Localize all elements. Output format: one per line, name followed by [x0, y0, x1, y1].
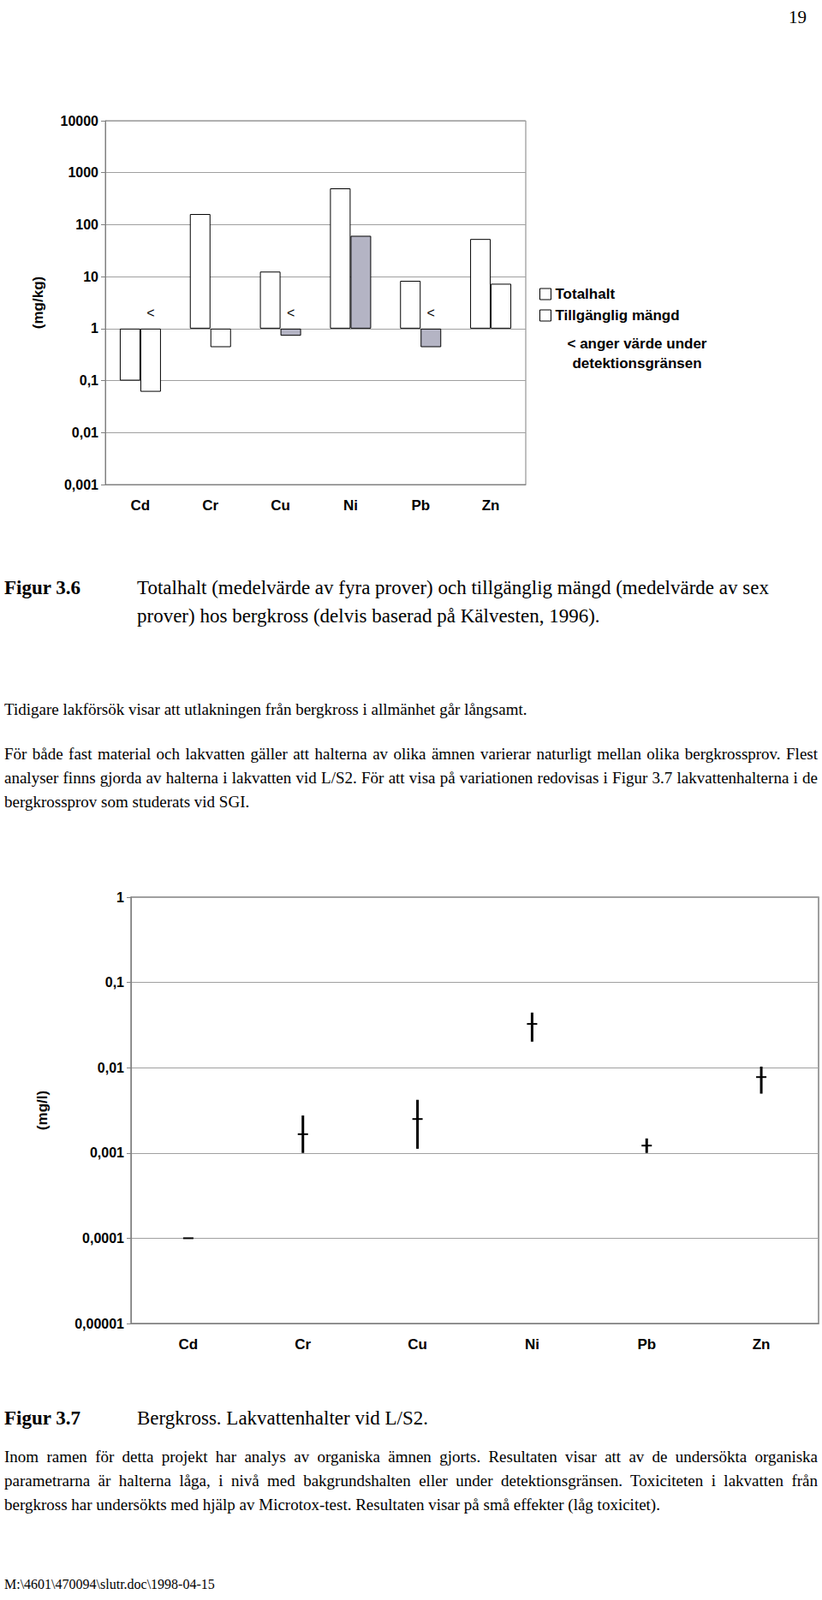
svg-text:0,001: 0,001: [89, 1145, 125, 1161]
svg-text:0,01: 0,01: [71, 425, 99, 441]
svg-text:Pb: Pb: [411, 497, 430, 514]
svg-text:0,1: 0,1: [79, 373, 99, 388]
svg-text:Ni: Ni: [524, 1336, 540, 1353]
html-text:M:\4601\470094\slutr.doc\1998-: M:\4601\470094\slutr.doc\1998-04-15: [4, 1577, 215, 1592]
svg-text:Cr: Cr: [202, 497, 219, 514]
svg-text:0,0001: 0,0001: [82, 1231, 125, 1246]
svg-text:<: <: [427, 305, 435, 321]
svg-text:Zn: Zn: [482, 497, 501, 514]
svg-text:Ni: Ni: [343, 497, 358, 514]
svg-text:0,1: 0,1: [105, 975, 125, 990]
svg-text:0,001: 0,001: [64, 477, 99, 493]
svg-text:Tillgänglig mängd: Tillgänglig mängd: [555, 307, 680, 324]
svg-text:Cd: Cd: [131, 497, 151, 514]
html-text:Figur 3.7: Figur 3.7: [4, 1407, 81, 1430]
svg-text:1: 1: [90, 321, 99, 336]
svg-text:Totalhalt: Totalhalt: [555, 285, 616, 303]
html-text:Figur 3.6: Figur 3.6: [4, 577, 81, 599]
svg-text:10: 10: [83, 269, 99, 285]
svg-text:<: <: [286, 305, 295, 321]
svg-text:Zn: Zn: [752, 1336, 771, 1353]
html-text:För både fast material och lak: För både fast material och lakvatten gäl…: [4, 744, 818, 811]
html-text:Bergkross. Lakvattenhalter vid: Bergkross. Lakvattenhalter vid L/S2.: [137, 1407, 429, 1430]
svg-text:1000: 1000: [67, 165, 99, 180]
svg-text:Cu: Cu: [407, 1336, 428, 1353]
html-text:Tidigare lakförsök visar att u: Tidigare lakförsök visar att utlakningen…: [4, 700, 528, 719]
svg-text:0,01: 0,01: [97, 1060, 125, 1076]
svg-text:10000: 10000: [60, 113, 100, 129]
html-text:Inom ramen för detta projekt h: Inom ramen för detta projekt har analys …: [4, 1447, 818, 1514]
svg-text:(mg/kg): (mg/kg): [29, 276, 47, 329]
html-text:Totalhalt (medelvärde av fyra: Totalhalt (medelvärde av fyra prover) oc…: [137, 577, 769, 627]
svg-text:<: <: [146, 305, 155, 321]
svg-text:100: 100: [75, 217, 99, 233]
html-text:< anger värde under detektions: < anger värde under detektionsgränsen: [567, 335, 707, 372]
html-text:19: 19: [788, 6, 807, 28]
svg-text:Pb: Pb: [637, 1336, 656, 1353]
svg-text:(mg/l): (mg/l): [34, 1090, 51, 1131]
svg-text:Cu: Cu: [270, 497, 291, 514]
svg-text:Cd: Cd: [178, 1336, 199, 1353]
svg-text:1: 1: [116, 890, 125, 906]
svg-text:0,00001: 0,00001: [74, 1316, 125, 1332]
svg-text:Cr: Cr: [294, 1336, 311, 1353]
